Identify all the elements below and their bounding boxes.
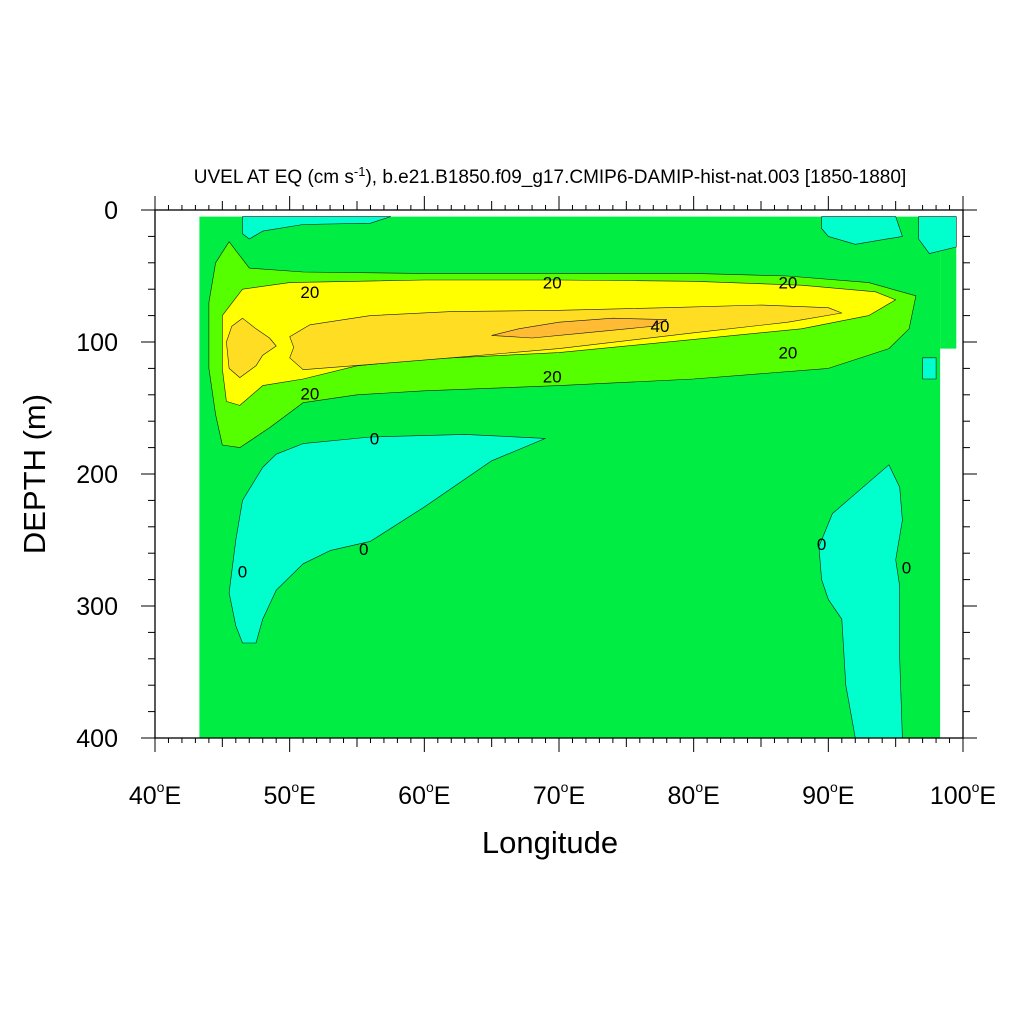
contour-region-below-0 bbox=[228, 434, 546, 644]
contour-label: 0 bbox=[370, 429, 379, 448]
contour-label: 20 bbox=[778, 274, 797, 293]
contour-label: 20 bbox=[300, 384, 319, 403]
chart-title: UVEL AT EQ (cm s-1), b.e21.B1850.f09_g17… bbox=[194, 164, 906, 188]
x-tick-label: 40oE bbox=[129, 779, 181, 810]
x-tick-label: 90oE bbox=[802, 779, 854, 810]
y-axis-label: DEPTH (m) bbox=[17, 394, 52, 554]
contour-label: 0 bbox=[817, 535, 826, 554]
y-tick-label: 200 bbox=[76, 461, 118, 489]
contour-region-30-to-40 bbox=[289, 304, 843, 371]
x-tick-label: 50oE bbox=[264, 779, 316, 810]
x-tick-label: 70oE bbox=[533, 779, 585, 810]
y-tick-label: 100 bbox=[76, 329, 118, 357]
x-axis-ticks: 40oE 50oE 60oE 70oE 80oE 90oE 100oE bbox=[129, 196, 996, 810]
contour-label: 40 bbox=[651, 317, 670, 336]
contour-label: 20 bbox=[543, 367, 562, 386]
contour-label: 0 bbox=[359, 540, 368, 559]
contour-label: 20 bbox=[778, 344, 797, 363]
contour-label: 0 bbox=[902, 559, 911, 578]
contour-region-below-0 bbox=[818, 464, 903, 739]
x-tick-label: 100oE bbox=[930, 779, 996, 810]
contour-region-30-to-40 bbox=[226, 317, 277, 378]
contour-label: 0 bbox=[238, 563, 247, 582]
contour-region-below-0 bbox=[242, 216, 392, 240]
x-tick-label: 80oE bbox=[668, 779, 720, 810]
contour-region-below-0 bbox=[918, 216, 957, 254]
contour-fill-regions bbox=[199, 216, 957, 739]
contour-region-above-40 bbox=[491, 317, 668, 339]
y-tick-label: 400 bbox=[76, 725, 118, 753]
contour-label: 20 bbox=[300, 283, 319, 302]
y-tick-label: 300 bbox=[76, 593, 118, 621]
contour-labels: 20 20 20 40 20 20 20 0 0 0 0 0 bbox=[238, 274, 911, 582]
x-axis-label: Longitude bbox=[482, 825, 618, 860]
contour-region-below-0 bbox=[821, 216, 903, 245]
contour-label: 20 bbox=[543, 274, 562, 293]
x-tick-label: 60oE bbox=[398, 779, 450, 810]
contour-region-below-0 bbox=[922, 357, 937, 380]
y-tick-label: 0 bbox=[104, 197, 118, 225]
